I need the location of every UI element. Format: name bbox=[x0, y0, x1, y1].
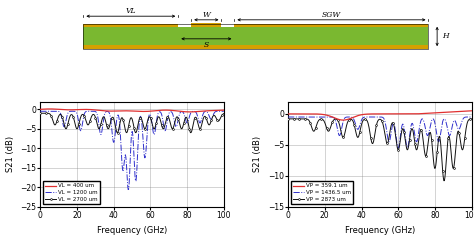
Line: VP = 359.1 um: VP = 359.1 um bbox=[288, 111, 472, 120]
VP = 359.1 um bbox=[401, 113, 407, 115]
VL = 1200 um bbox=[37, 110, 43, 113]
Text: S: S bbox=[204, 41, 209, 49]
VL = 2700 um bbox=[171, 125, 176, 128]
VP = 359.1 um bbox=[469, 110, 474, 112]
VL = 2700 um bbox=[188, 131, 193, 134]
VL = 2700 um bbox=[60, 116, 65, 119]
Text: VL: VL bbox=[126, 7, 136, 15]
VP = 2873 um bbox=[307, 121, 313, 124]
VP = 359.1 um bbox=[418, 112, 424, 115]
VL = 1200 um bbox=[125, 188, 131, 191]
VP = 2873 um bbox=[441, 179, 447, 182]
VL = 1200 um bbox=[171, 119, 177, 121]
VP = 2873 um bbox=[285, 118, 291, 120]
Bar bbox=[83, 24, 428, 49]
VL = 400 um bbox=[187, 110, 192, 113]
Bar bbox=[83, 24, 178, 27]
VL = 400 um bbox=[171, 109, 177, 112]
VL = 2700 um bbox=[97, 126, 103, 129]
VL = 400 um bbox=[170, 109, 176, 112]
VL = 400 um bbox=[154, 109, 159, 112]
VP = 2873 um bbox=[419, 129, 424, 132]
Text: H: H bbox=[442, 32, 449, 40]
X-axis label: Frequency (GHz): Frequency (GHz) bbox=[97, 226, 167, 235]
Line: VL = 2700 um: VL = 2700 um bbox=[39, 112, 225, 134]
VP = 1436.5 um bbox=[469, 116, 474, 118]
VP = 2873 um bbox=[345, 120, 351, 123]
VL = 2700 um bbox=[170, 127, 176, 130]
VL = 1200 um bbox=[221, 110, 227, 113]
VL = 1200 um bbox=[170, 114, 176, 117]
VL = 2700 um bbox=[153, 124, 159, 126]
VP = 2873 um bbox=[401, 129, 406, 131]
VP = 1436.5 um bbox=[345, 116, 351, 118]
Legend: VL = 400 um, VL = 1200 um, VL = 2700 um: VL = 400 um, VL = 1200 um, VL = 2700 um bbox=[43, 181, 100, 204]
VL = 400 um bbox=[110, 110, 116, 113]
VL = 1200 um bbox=[110, 139, 116, 141]
VP = 1436.5 um bbox=[404, 146, 410, 149]
VL = 2700 um bbox=[37, 112, 43, 115]
VL = 1200 um bbox=[60, 120, 65, 122]
VL = 400 um bbox=[60, 108, 66, 111]
VP = 2873 um bbox=[358, 126, 364, 129]
VL = 400 um bbox=[37, 108, 43, 111]
Line: VL = 400 um: VL = 400 um bbox=[40, 109, 224, 112]
Line: VL = 1200 um: VL = 1200 um bbox=[40, 111, 224, 190]
VL = 2700 um bbox=[221, 112, 227, 115]
VP = 359.1 um bbox=[419, 112, 425, 115]
VP = 359.1 um bbox=[358, 113, 364, 116]
VP = 359.1 um bbox=[285, 113, 291, 115]
VP = 359.1 um bbox=[346, 118, 351, 121]
Y-axis label: S21 (dB): S21 (dB) bbox=[6, 136, 15, 172]
VP = 1436.5 um bbox=[358, 121, 364, 124]
VP = 1436.5 um bbox=[418, 119, 424, 122]
VP = 1436.5 um bbox=[285, 116, 291, 118]
VL = 2700 um bbox=[110, 116, 116, 119]
VL = 1200 um bbox=[154, 122, 159, 125]
Line: VP = 2873 um: VP = 2873 um bbox=[287, 118, 473, 182]
Text: SGW: SGW bbox=[322, 11, 341, 19]
VP = 1436.5 um bbox=[419, 118, 425, 120]
Bar bbox=[234, 24, 428, 27]
Bar bbox=[191, 23, 221, 27]
VP = 1436.5 um bbox=[307, 116, 313, 118]
VP = 1436.5 um bbox=[401, 124, 406, 127]
Text: W: W bbox=[202, 11, 210, 19]
Line: VP = 1436.5 um: VP = 1436.5 um bbox=[288, 117, 472, 148]
Bar bbox=[83, 27, 428, 45]
VL = 400 um bbox=[221, 109, 227, 112]
Legend: VP = 359.1 um, VP = 1436.5 um, VP = 2873 um: VP = 359.1 um, VP = 1436.5 um, VP = 2873… bbox=[291, 181, 353, 204]
VP = 2873 um bbox=[469, 118, 474, 120]
VL = 400 um bbox=[46, 108, 52, 110]
VP = 359.1 um bbox=[340, 119, 346, 121]
VP = 2873 um bbox=[418, 129, 423, 131]
VP = 359.1 um bbox=[307, 113, 313, 115]
Bar bbox=[83, 45, 428, 49]
VL = 1200 um bbox=[97, 131, 103, 134]
X-axis label: Frequency (GHz): Frequency (GHz) bbox=[345, 226, 415, 235]
Y-axis label: S21 (dB): S21 (dB) bbox=[254, 136, 262, 172]
VL = 400 um bbox=[98, 109, 103, 112]
